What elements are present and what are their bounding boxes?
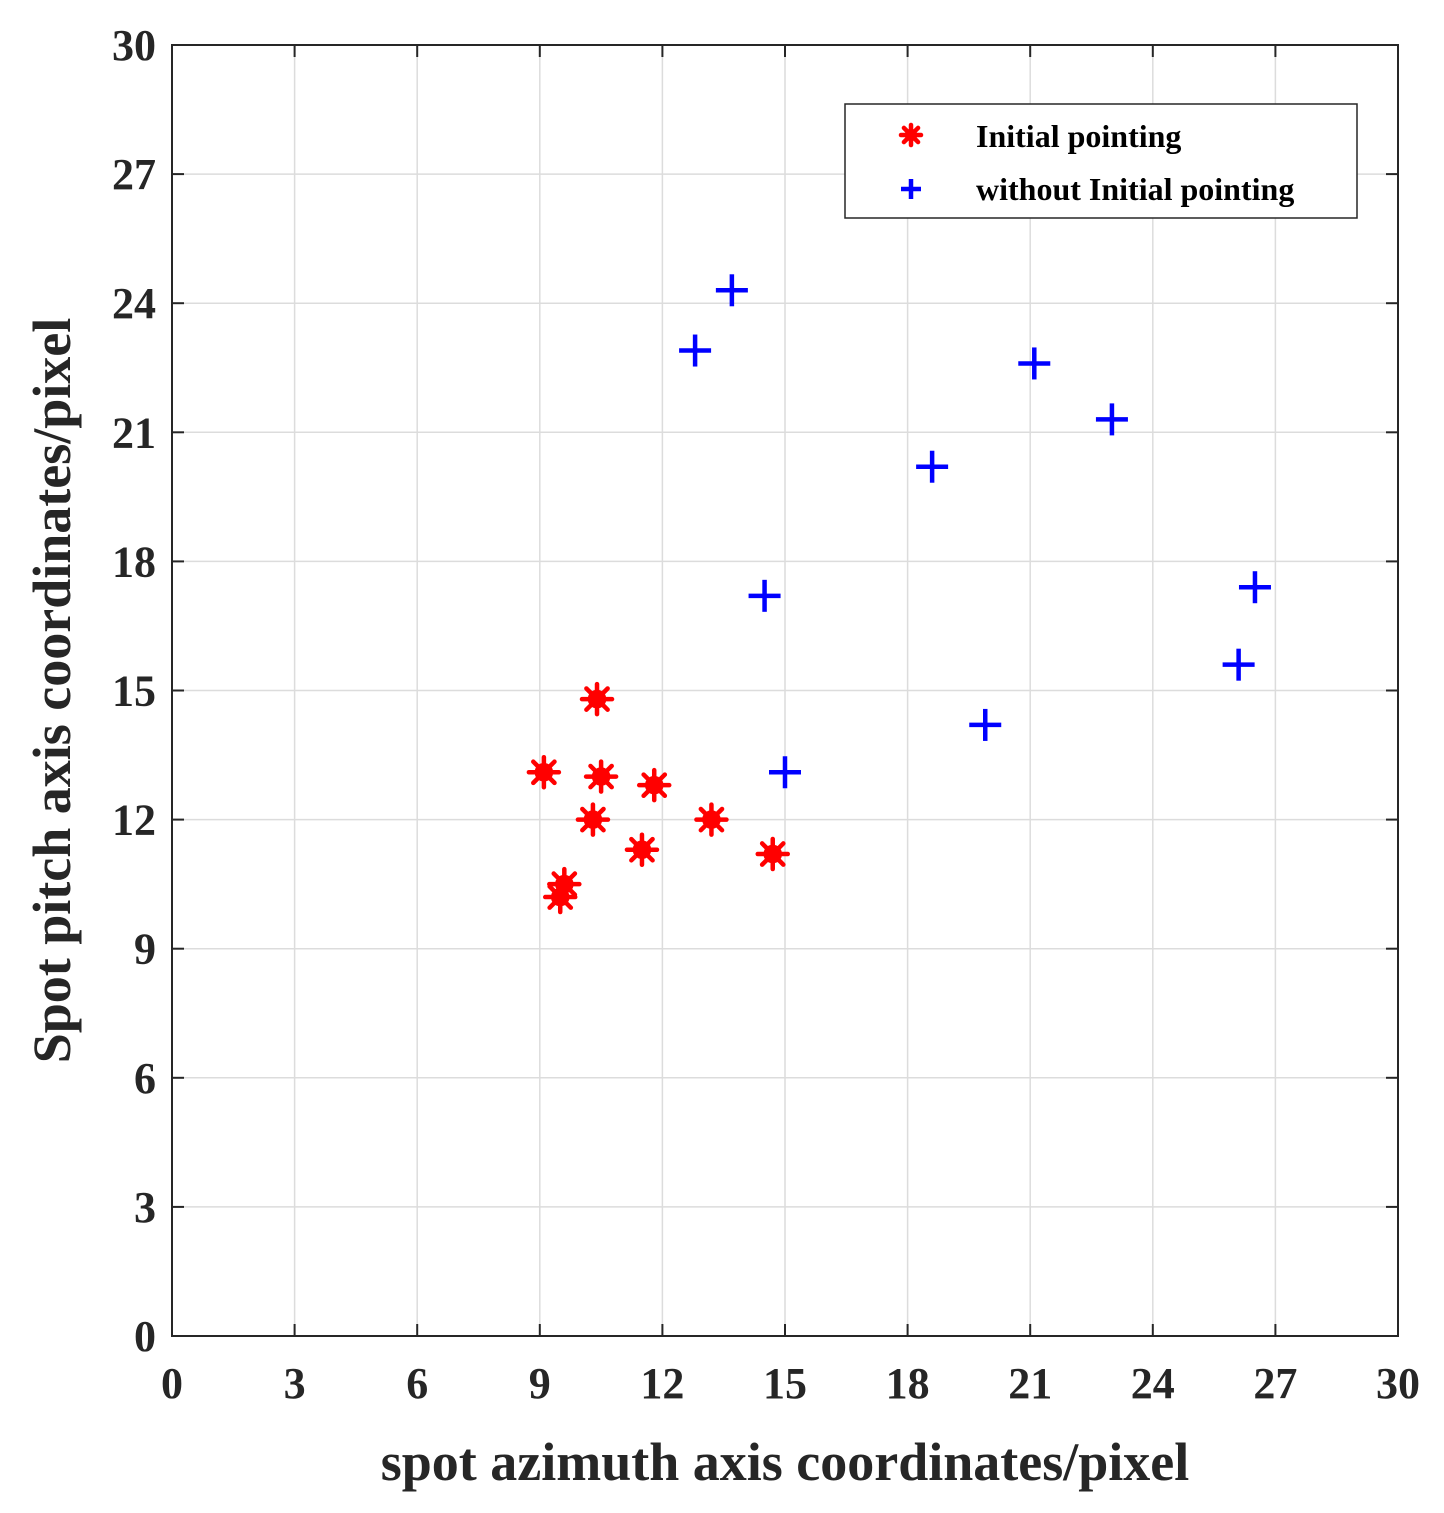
data-point-initial-pointing: [583, 759, 619, 794]
data-point-initial-pointing: [526, 755, 562, 790]
data-point-without-initial-pointing: [1238, 571, 1271, 604]
x-tick-label: 27: [1253, 1359, 1297, 1408]
x-tick-label: 12: [640, 1359, 684, 1408]
legend-plus-icon: [901, 179, 921, 199]
data-point-initial-pointing: [624, 832, 660, 867]
data-point-without-initial-pointing: [1095, 403, 1128, 436]
y-tick-label: 9: [134, 925, 156, 974]
legend: Initial pointing without Initial pointin…: [844, 103, 1358, 219]
data-point-initial-pointing: [542, 879, 578, 915]
data-point-without-initial-pointing: [916, 450, 949, 483]
y-tick-label: 30: [112, 21, 156, 70]
x-tick-label: 21: [1008, 1359, 1052, 1408]
data-point-initial-pointing: [579, 681, 615, 717]
y-tick-label: 27: [112, 150, 156, 199]
y-tick-label: 12: [112, 796, 156, 845]
x-tick-labels: 0 3 6 9 12 15 18 21 24 27 30: [161, 1359, 1420, 1408]
legend-label-initial-pointing: Initial pointing: [976, 118, 1181, 154]
y-tick-labels: 0 3 6 9 12 15 18 21 24 27 30: [112, 21, 156, 1361]
data-point-initial-pointing: [636, 767, 672, 803]
x-tick-label: 15: [763, 1359, 807, 1408]
legend-asterisk-icon: [898, 122, 924, 148]
data-point-without-initial-pointing: [715, 274, 748, 307]
axis-ticks: [171, 44, 1399, 1337]
series-0: [526, 681, 790, 915]
data-point-without-initial-pointing: [969, 708, 1002, 741]
y-tick-label: 21: [112, 408, 156, 457]
data-point-without-initial-pointing: [1222, 648, 1255, 681]
x-tick-label: 24: [1131, 1359, 1175, 1408]
legend-marker-without-initial-pointing: [901, 179, 921, 199]
x-tick-label: 6: [406, 1359, 428, 1408]
y-tick-label: 6: [134, 1054, 156, 1103]
data-point-initial-pointing: [575, 802, 611, 837]
x-tick-label: 3: [284, 1359, 306, 1408]
y-tick-label: 3: [134, 1183, 156, 1232]
data-point-without-initial-pointing: [748, 579, 781, 612]
data-point-without-initial-pointing: [1018, 347, 1051, 380]
x-tick-label: 9: [529, 1359, 551, 1408]
x-axis-title: spot azimuth axis coordinates/pixel: [381, 1432, 1190, 1492]
data-point-initial-pointing: [755, 836, 790, 872]
x-tick-label: 30: [1376, 1359, 1420, 1408]
legend-marker-initial-pointing: [898, 122, 924, 148]
data-series: [526, 274, 1271, 915]
y-axis-title: Spot pitch axis coordinates/pixel: [22, 318, 82, 1064]
data-point-without-initial-pointing: [679, 334, 712, 367]
legend-label-without-initial-pointing: without Initial pointing: [976, 171, 1294, 207]
data-point-without-initial-pointing: [769, 756, 801, 789]
x-tick-label: 18: [886, 1359, 930, 1408]
series-1: [679, 274, 1271, 789]
y-tick-label: 24: [112, 279, 156, 328]
y-tick-label: 15: [112, 667, 156, 716]
x-tick-label: 0: [161, 1359, 183, 1408]
y-tick-label: 18: [112, 537, 156, 586]
legend-box: [844, 103, 1358, 219]
data-point-initial-pointing: [694, 802, 729, 837]
y-tick-label: 0: [134, 1312, 156, 1361]
